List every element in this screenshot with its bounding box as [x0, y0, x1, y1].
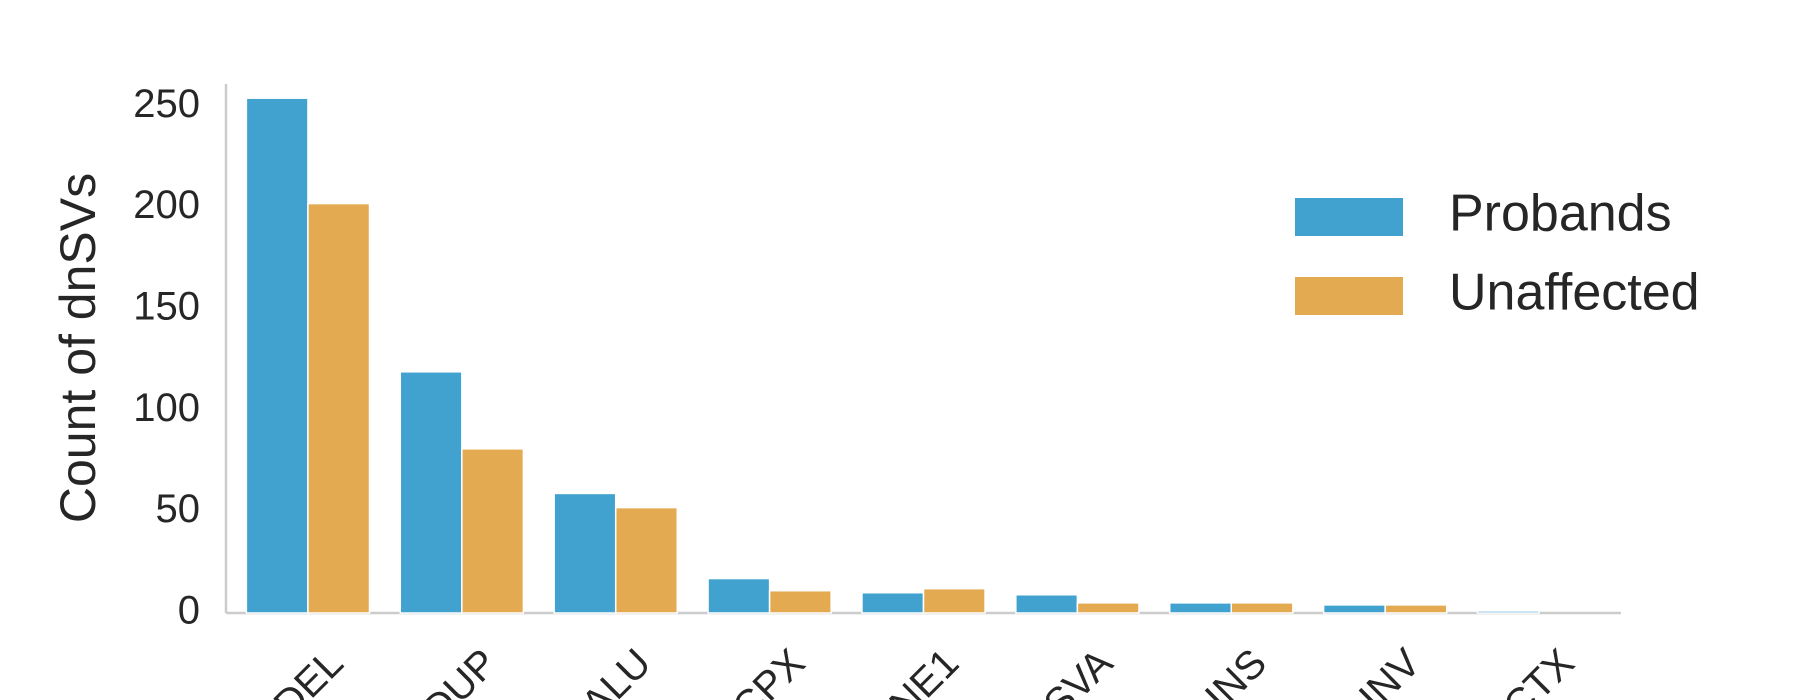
y-tick-label: 250 — [133, 82, 200, 126]
legend-swatch — [1295, 277, 1403, 315]
bar — [922, 587, 986, 614]
x-tick-label: LINE1 — [858, 641, 968, 700]
y-tick-label: 0 — [178, 589, 200, 633]
bar — [707, 577, 771, 614]
bar — [307, 202, 371, 614]
y-tick-label: 50 — [156, 487, 201, 531]
x-tick-label: ALU — [573, 641, 659, 700]
legend-swatch — [1295, 198, 1403, 236]
y-tick-label: 200 — [133, 183, 200, 227]
bar — [1168, 602, 1233, 614]
bar — [1230, 602, 1294, 614]
bar — [1322, 604, 1386, 614]
x-tick-label: CTX — [1495, 641, 1583, 700]
y-tick-label: 150 — [133, 285, 200, 329]
bar — [768, 589, 832, 614]
bar — [245, 97, 309, 614]
bar — [1476, 610, 1540, 614]
bar — [1384, 604, 1448, 614]
bar — [553, 492, 617, 614]
bar — [461, 448, 525, 614]
x-tick-label: DEL — [266, 641, 352, 700]
x-tick-label: CPX — [724, 641, 813, 700]
bar — [1015, 594, 1079, 614]
bar — [399, 371, 463, 614]
x-tick-label: DUP — [415, 641, 506, 700]
y-axis-label: Count of dnSVs — [50, 173, 106, 523]
legend-label: Probands — [1449, 185, 1672, 243]
x-tick-label: SVA — [1036, 640, 1122, 700]
y-tick-label: 100 — [133, 386, 200, 430]
x-tick-label: INS — [1197, 641, 1275, 700]
x-tick-label: INV — [1351, 640, 1429, 700]
bar — [1076, 602, 1140, 614]
bar — [861, 591, 925, 614]
legend-label: Unaffected — [1449, 264, 1700, 322]
bar — [614, 506, 679, 614]
